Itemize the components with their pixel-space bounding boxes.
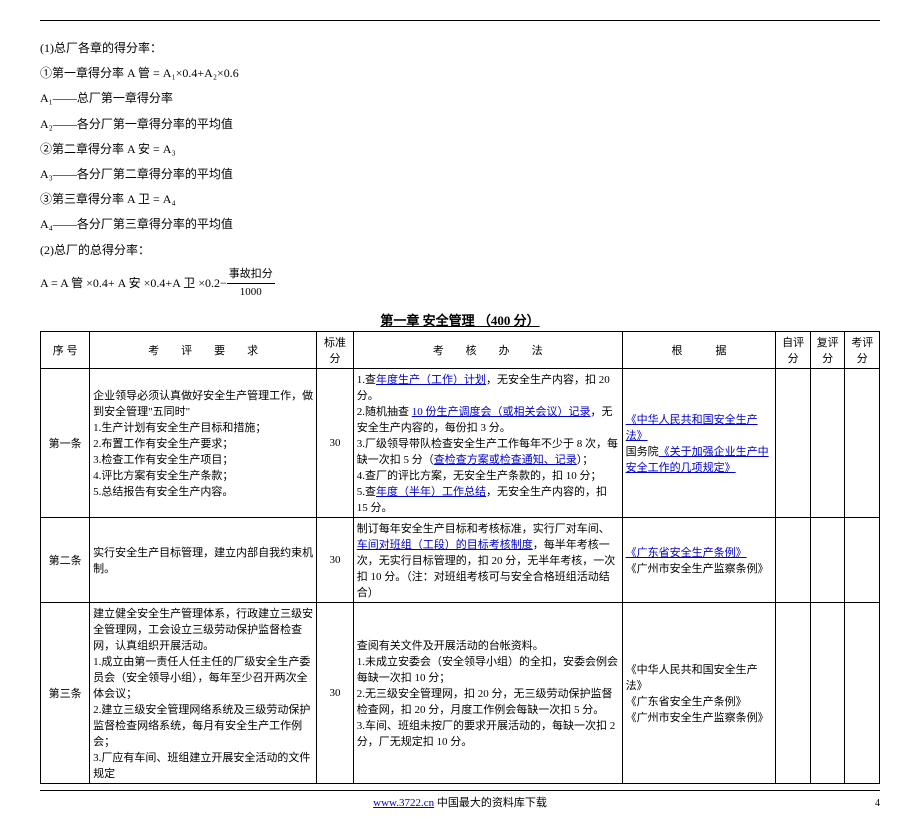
cell-final: [845, 517, 880, 602]
table-row: 第一条 企业领导必须认真做好安全生产管理工作，做到安全管理"五同时" 1.生产计…: [41, 368, 880, 517]
m-link[interactable]: 车间对班组（工段）的目标考核制度: [357, 539, 533, 551]
th-std: 标准分: [317, 331, 354, 368]
chapter-score: （400 分）: [478, 313, 540, 328]
f-line1: (1)总厂各章的得分率：: [40, 39, 880, 58]
f-line8: A₄——各分厂第三章得分率的平均值: [40, 215, 880, 234]
f-line9: (2)总厂的总得分率：: [40, 241, 880, 260]
fraction: 事故扣分1000: [227, 266, 275, 302]
f-line7: ③第三章得分率 A 卫 = A₄: [40, 190, 880, 209]
basis-text: 《中华人民共和国安全生产法》: [626, 664, 758, 692]
frac-den: 1000: [227, 284, 275, 302]
m-text: 5.查: [357, 486, 376, 498]
table-row: 第二条 实行安全生产目标管理，建立内部自我约束机制。 30 制订每年安全生产目标…: [41, 517, 880, 602]
basis-link[interactable]: 《中华人民共和国安全生产法》: [626, 414, 758, 442]
th-self: 自评分: [776, 331, 811, 368]
basis-text: 《广州市安全生产监察条例》: [626, 563, 769, 575]
f-line2: ①第一章得分率 A 管 = A₁×0.4+A₂×0.6: [40, 64, 880, 83]
cell-seq: 第一条: [41, 368, 90, 517]
cell-std: 30: [317, 517, 354, 602]
th-method: 考 核 办 法: [353, 331, 622, 368]
cell-method: 查阅有关文件及开展活动的台帐资料。 1.未成立安委会（安全领导小组）的全扣，安委…: [353, 602, 622, 783]
cell-std: 30: [317, 368, 354, 517]
cell-review: [810, 602, 845, 783]
cell-req: 实行安全生产目标管理，建立内部自我约束机制。: [90, 517, 317, 602]
assessment-table: 序 号 考 评 要 求 标准分 考 核 办 法 根 据 自评分 复评分 考评分 …: [40, 331, 880, 784]
cell-basis: 《广东省安全生产条例》 《广州市安全生产监察条例》: [622, 517, 776, 602]
m-text: 1.查: [357, 374, 376, 386]
f-line10: A = A 管 ×0.4+ A 安 ×0.4+A 卫 ×0.2−事故扣分1000: [40, 266, 880, 302]
footer-text: 中国最大的资料库下载: [434, 797, 547, 809]
cell-review: [810, 517, 845, 602]
th-req: 考 评 要 求: [90, 331, 317, 368]
th-basis: 根 据: [622, 331, 776, 368]
cell-self: [776, 602, 811, 783]
cell-basis: 《中华人民共和国安全生产法》 《广东省安全生产条例》 《广州市安全生产监察条例》: [622, 602, 776, 783]
cell-std: 30: [317, 602, 354, 783]
f-line6: A₃——各分厂第二章得分率的平均值: [40, 165, 880, 184]
basis-text: 国务院: [626, 446, 659, 458]
m-text: ）；: [577, 454, 594, 466]
m-link[interactable]: 查检查方案或检查通知、记录: [434, 454, 577, 466]
chapter-title: 第一章 安全管理 （400 分）: [40, 310, 880, 329]
cell-method: 制订每年安全生产目标和考核标准，实行厂对车间、车间对班组（工段）的目标考核制度，…: [353, 517, 622, 602]
f-line3: A₁——总厂第一章得分率: [40, 89, 880, 108]
basis-text: 《广东省安全生产条例》: [626, 696, 747, 708]
f-line5: ②第二章得分率 A 安 = A₃: [40, 140, 880, 159]
cell-self: [776, 517, 811, 602]
m-link[interactable]: 年度生产（工作）计划: [376, 374, 486, 386]
cell-method: 1.查年度生产（工作）计划，无安全生产内容，扣 20 分。 2.随机抽查 10 …: [353, 368, 622, 517]
m-text: 制订每年安全生产目标和考核标准，实行厂对车间、: [357, 523, 610, 535]
cell-self: [776, 368, 811, 517]
m-link[interactable]: 年度（半年）工作总结: [376, 486, 486, 498]
basis-link[interactable]: 《广东省安全生产条例》: [626, 547, 747, 559]
f-line4: A₂——各分厂第一章得分率的平均值: [40, 115, 880, 134]
th-review: 复评分: [810, 331, 845, 368]
formula-section: (1)总厂各章的得分率： ①第一章得分率 A 管 = A₁×0.4+A₂×0.6…: [40, 39, 880, 302]
req-list: 1.生产计划有安全生产目标和措施； 2.布置工作有安全生产要求； 3.检查工作有…: [93, 422, 266, 498]
cell-req: 企业领导必须认真做好安全生产管理工作，做到安全管理"五同时" 1.生产计划有安全…: [90, 368, 317, 517]
cell-final: [845, 602, 880, 783]
req-text: 企业领导必须认真做好安全生产管理工作，做到安全管理"五同时": [93, 390, 313, 418]
cell-final: [845, 368, 880, 517]
f-line10-prefix: A = A 管 ×0.4+ A 安 ×0.4+A 卫 ×0.2−: [40, 276, 227, 290]
cell-seq: 第二条: [41, 517, 90, 602]
frac-num: 事故扣分: [227, 266, 275, 285]
footer-url[interactable]: www.3722.cn: [373, 797, 434, 809]
m-text: 2.随机抽查: [357, 406, 412, 418]
basis-text: 《广州市安全生产监察条例》: [626, 712, 769, 724]
chapter-name: 第一章 安全管理: [380, 313, 474, 328]
table-row: 第三条 建立健全安全生产管理体系，行政建立三级安全管理网，工会设立三级劳动保护监…: [41, 602, 880, 783]
th-seq: 序 号: [41, 331, 90, 368]
cell-review: [810, 368, 845, 517]
cell-req: 建立健全安全生产管理体系，行政建立三级安全管理网，工会设立三级劳动保护监督检查网…: [90, 602, 317, 783]
m-link[interactable]: 10 份生产调度会（或相关会议）记录: [412, 406, 591, 418]
cell-seq: 第三条: [41, 602, 90, 783]
cell-basis: 《中华人民共和国安全生产法》 国务院《关于加强企业生产中安全工作的几项规定》: [622, 368, 776, 517]
th-final: 考评分: [845, 331, 880, 368]
m-text: 4.查厂的评比方案，无安全生产条款的，扣 10 分；: [357, 470, 602, 482]
